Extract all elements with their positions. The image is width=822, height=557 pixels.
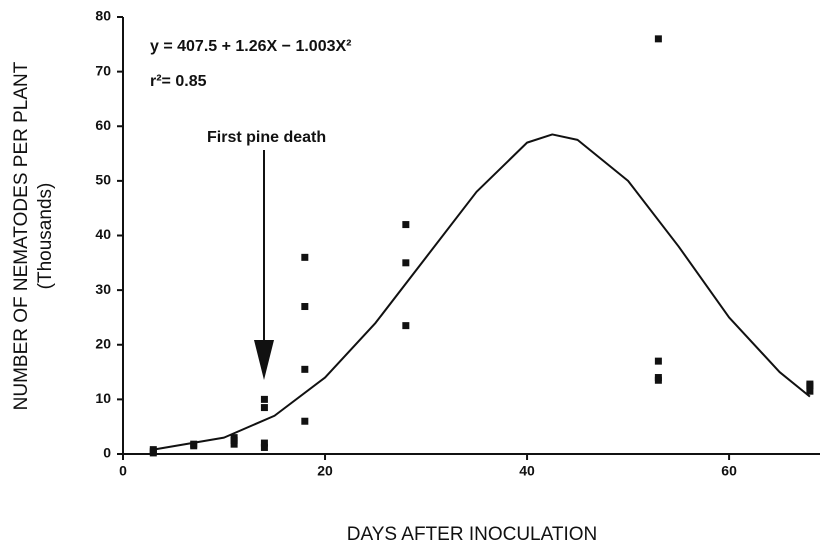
point (301, 365, 309, 373)
r-squared: r²= 0.85 (150, 73, 207, 90)
point (190, 440, 198, 448)
x-axis-label: DAYS AFTER INOCULATION (347, 524, 598, 545)
y-tick-label: 70 (95, 62, 111, 78)
arrow-head (254, 340, 274, 380)
point (260, 404, 268, 412)
point (402, 221, 410, 229)
point (260, 395, 268, 403)
fit-curve (153, 133, 811, 451)
y-tick-label: 50 (95, 172, 111, 188)
point (806, 387, 814, 395)
point (230, 434, 238, 442)
point (654, 357, 662, 365)
point (301, 303, 309, 311)
point (402, 259, 410, 267)
y-tick-label: 60 (95, 117, 111, 133)
point (301, 253, 309, 261)
point (230, 440, 238, 448)
y-tick-label: 30 (95, 281, 111, 297)
point (301, 417, 309, 425)
y-tick-label: 0 (103, 445, 111, 461)
point (654, 35, 662, 43)
point (260, 443, 268, 451)
annotation: First pine death (207, 129, 326, 146)
y-tick-label: 20 (95, 335, 111, 351)
x-tick-label: 60 (721, 463, 737, 479)
x-tick-label: 40 (519, 463, 535, 479)
y-tick-label: 10 (95, 390, 111, 406)
y-tick-label: 40 (95, 226, 111, 242)
point (260, 439, 268, 447)
y-tick-label: 80 (95, 8, 111, 24)
point (654, 376, 662, 384)
x-tick-label: 20 (317, 463, 333, 479)
point (806, 380, 814, 388)
point (402, 322, 410, 330)
equation: y = 407.5 + 1.26X − 1.003X² (150, 38, 352, 55)
y-axis-label: (Thousands) (35, 183, 56, 290)
y-axis-label: NUMBER OF NEMATODES PER PLANT (11, 61, 32, 410)
x-tick-label: 0 (119, 463, 127, 479)
